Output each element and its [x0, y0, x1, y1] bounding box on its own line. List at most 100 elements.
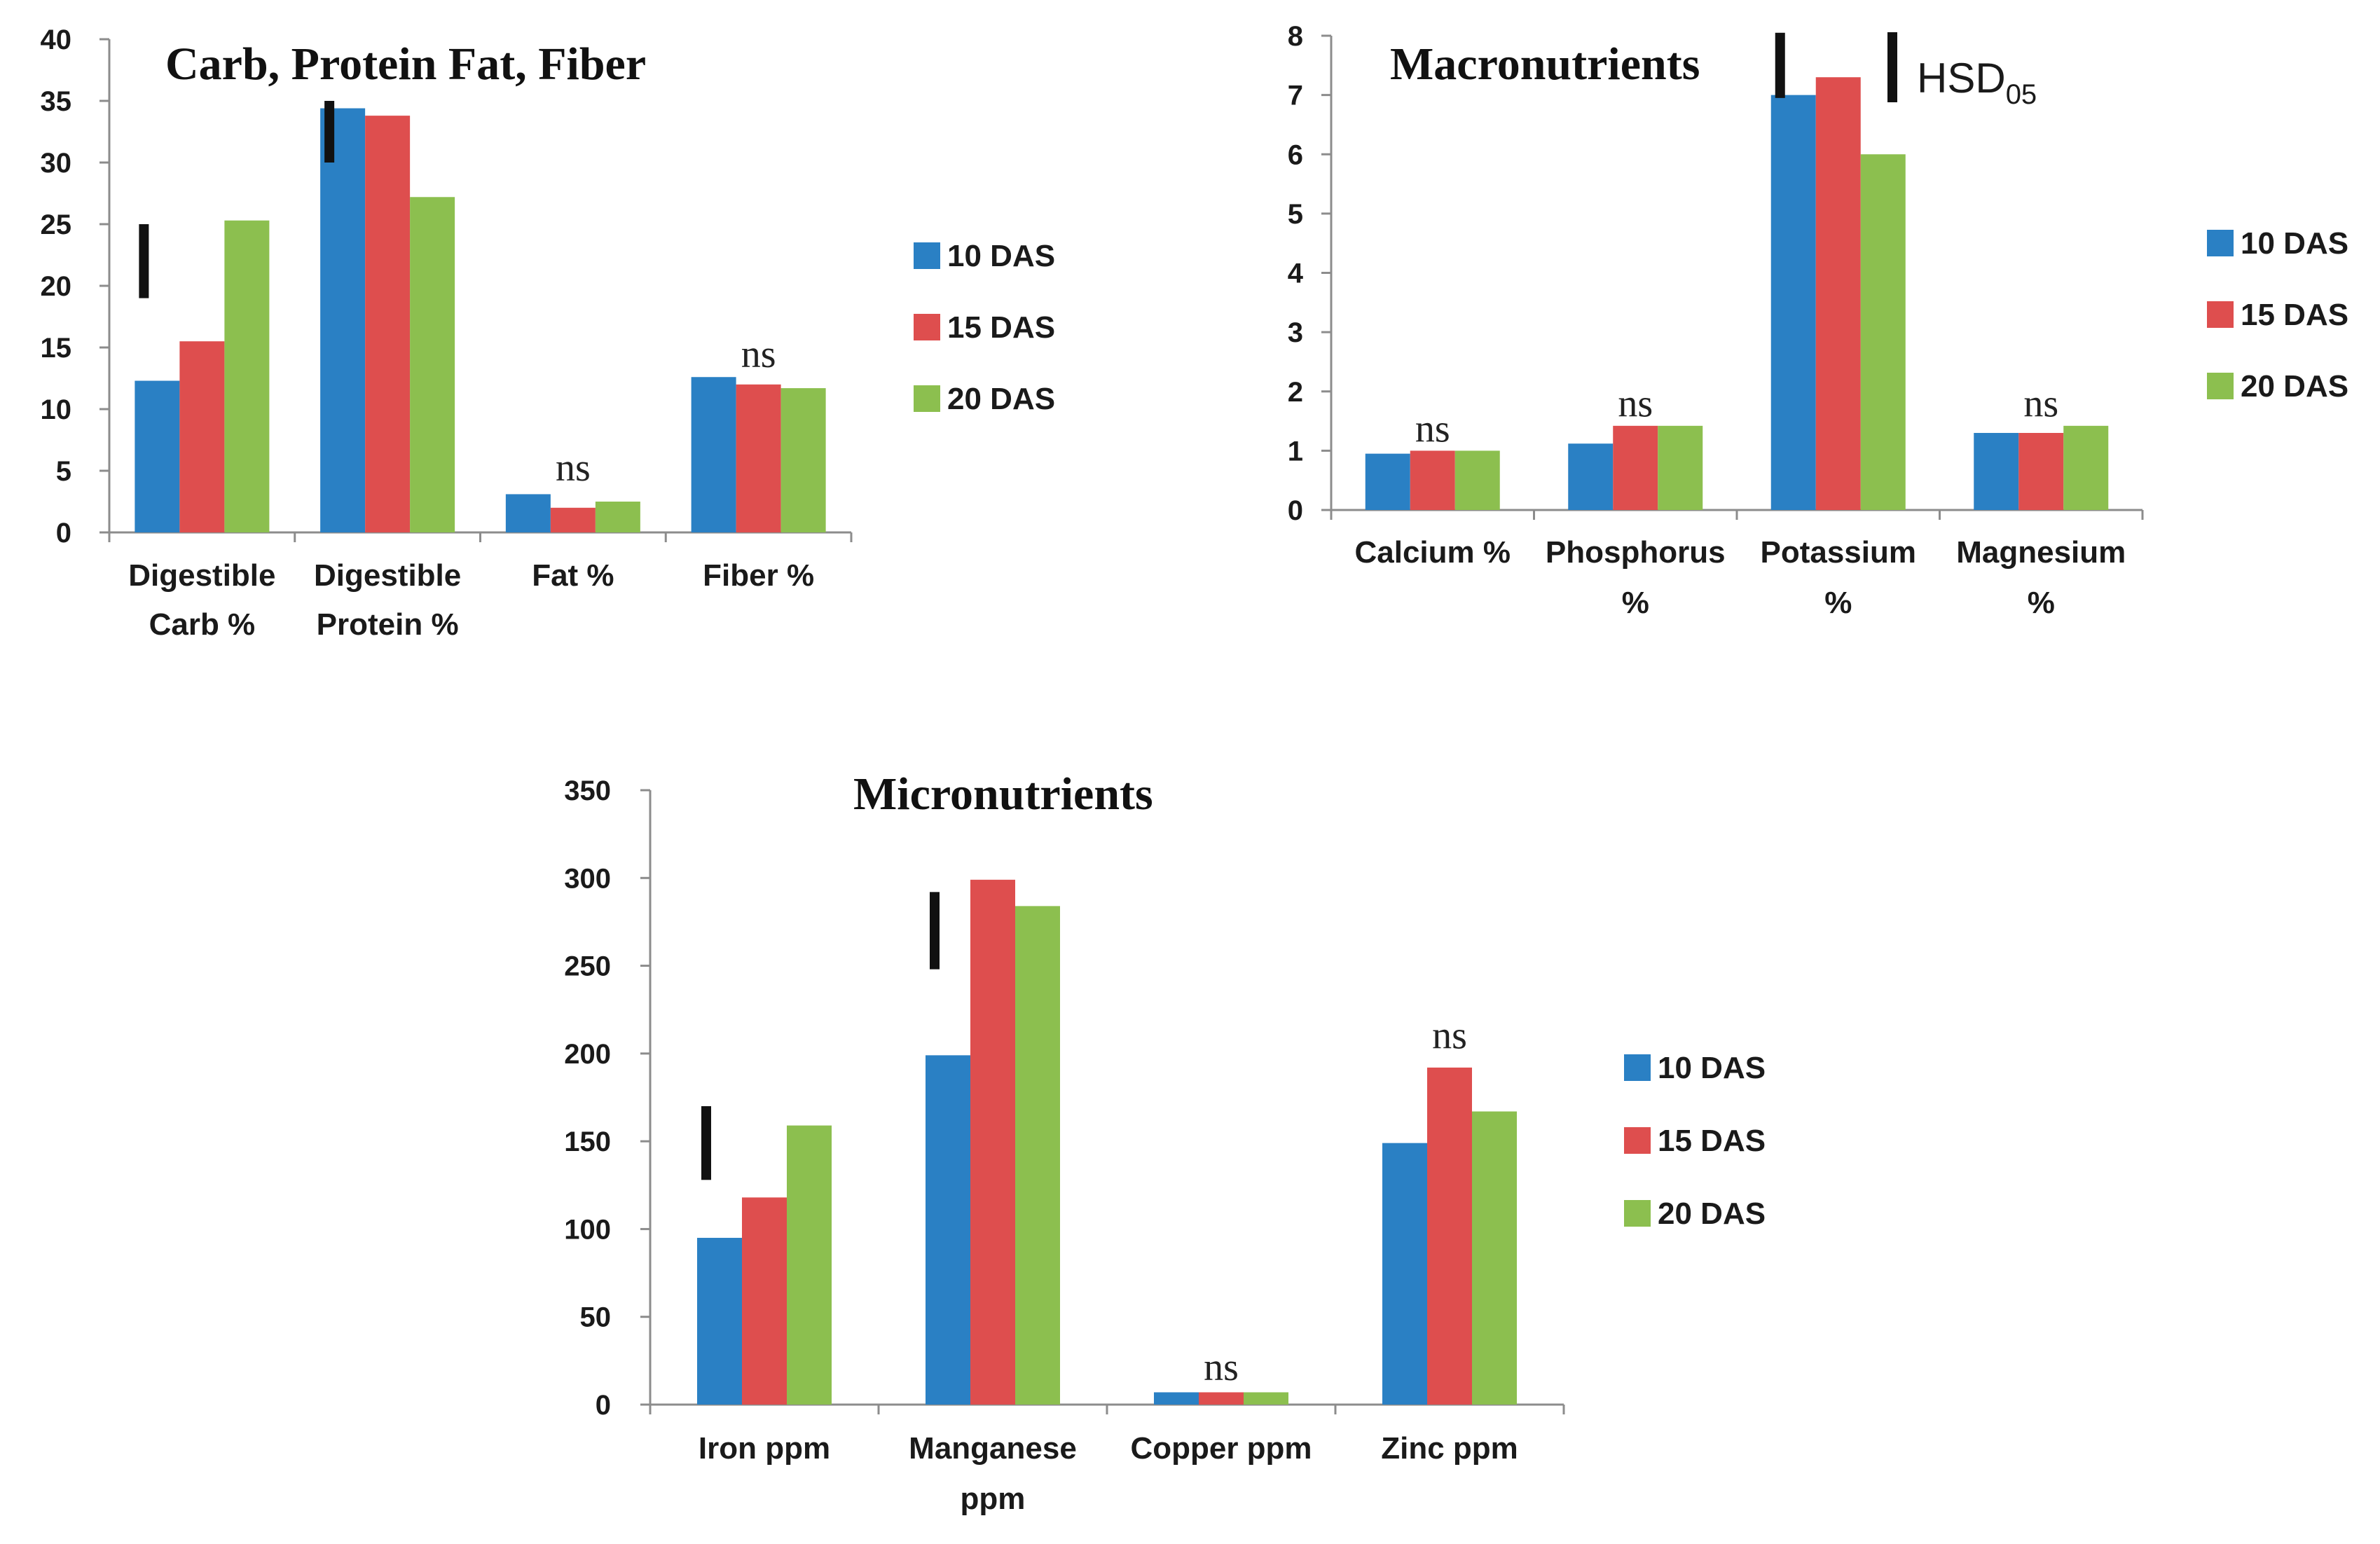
bar-10-das-fat	[505, 494, 551, 532]
y-tick-label-350: 350	[564, 776, 611, 806]
hsd-label: HSD05	[1917, 55, 2037, 110]
chart-macronutrients: Macronutrients 0 1 2 3 4 5 6 7 8 Calcium % Phosphor…	[1288, 21, 2348, 620]
category-label-fiber: Fiber %	[703, 558, 814, 593]
category-label-: %	[1622, 586, 1649, 620]
y-tick-label-1: 1	[1288, 436, 1303, 467]
y-tick-label-5: 5	[1288, 199, 1303, 230]
ns-annotation: ns	[1618, 382, 1653, 425]
y-tick-label-10: 10	[41, 394, 72, 425]
y-tick-label-25: 25	[41, 209, 72, 240]
legend-label-20-das: 20 DAS	[2241, 369, 2348, 404]
bar-10-das-copper-ppm	[1154, 1392, 1199, 1405]
bar-20-das-digestible-carb	[224, 220, 270, 532]
bar-20-das-zinc-ppm	[1472, 1111, 1517, 1405]
bar-10-das-digestible-carb	[135, 380, 180, 532]
bar-15-das-potassium	[1815, 77, 1861, 511]
category-label-iron-ppm: Iron ppm	[699, 1431, 830, 1466]
legend-swatch-15-das	[2207, 301, 2234, 328]
bar-15-das-magnesium	[2018, 432, 2064, 510]
y-tick-label-30: 30	[41, 148, 72, 179]
hsd-bar	[1775, 32, 1785, 98]
y-tick-label-250: 250	[564, 951, 611, 982]
bar-20-das-phosphorus	[1658, 425, 1703, 510]
ns-annotation: ns	[1204, 1346, 1239, 1389]
chart-micronutrients: Micronutrients 0 50 100 150 200 250 300 350 Iron …	[564, 768, 1766, 1516]
y-tick-label-100: 100	[564, 1214, 611, 1245]
chart-title: Micronutrients	[853, 768, 1153, 820]
hsd-key-bar	[1887, 32, 1897, 102]
y-tick-label-35: 35	[41, 86, 72, 117]
legend-label-20-das: 20 DAS	[947, 382, 1055, 416]
legend-label-10-das: 10 DAS	[947, 239, 1055, 273]
y-tick-label-50: 50	[580, 1302, 612, 1333]
bar-20-das-manganese-ppm	[1015, 906, 1060, 1405]
bar-20-das-fiber	[780, 388, 826, 532]
chart-title: Macronutrients	[1390, 39, 1700, 90]
bar-10-das-iron-ppm	[697, 1237, 742, 1405]
legend-label-15-das: 15 DAS	[2241, 298, 2348, 332]
bar-20-das-fat	[595, 502, 640, 532]
bar-15-das-digestible-carb	[179, 341, 225, 532]
category-label-ppm: ppm	[961, 1482, 1026, 1516]
bar-15-das-iron-ppm	[742, 1197, 787, 1405]
y-tick-label-7: 7	[1288, 81, 1303, 111]
bar-10-das-potassium	[1770, 95, 1816, 510]
bar-10-das-zinc-ppm	[1382, 1143, 1427, 1405]
bar-15-das-phosphorus	[1613, 425, 1658, 510]
legend-label-15-das: 15 DAS	[947, 310, 1055, 345]
bar-15-das-calcium	[1410, 450, 1455, 510]
bar-10-das-phosphorus	[1568, 443, 1614, 510]
y-tick-label-40: 40	[41, 25, 72, 55]
hsd-bar	[701, 1106, 711, 1180]
y-tick-label-6: 6	[1288, 139, 1303, 170]
bar-15-das-manganese-ppm	[970, 879, 1015, 1405]
legend-swatch-10-das	[914, 242, 940, 269]
y-tick-label-300: 300	[564, 863, 611, 894]
ns-annotation: ns	[741, 333, 776, 376]
category-label-copper-ppm: Copper ppm	[1130, 1431, 1312, 1466]
y-tick-label-4: 4	[1288, 259, 1304, 289]
bar-20-das-iron-ppm	[787, 1125, 832, 1405]
legend-swatch-20-das	[1624, 1200, 1651, 1227]
y-tick-label-150: 150	[564, 1126, 611, 1157]
hsd-key: HSD05	[1887, 32, 2037, 110]
category-label-digestible: Digestible	[128, 558, 275, 593]
bar-20-das-calcium	[1454, 450, 1500, 510]
category-label-protein: Protein %	[317, 607, 459, 642]
chart-title: Carb, Protein Fat, Fiber	[165, 39, 646, 90]
legend-label-20-das: 20 DAS	[1658, 1197, 1766, 1231]
chart-carb-protein-fat-fiber: Carb, Protein Fat, Fiber 0 5 10 15 20 25 30 35 40…	[41, 25, 1056, 642]
legend-swatch-15-das	[914, 314, 940, 340]
hsd-label-subscript: 05	[2006, 79, 2037, 110]
bar-10-das-magnesium	[1974, 432, 2019, 510]
y-tick-label-20: 20	[41, 271, 72, 302]
bar-10-das-fiber	[691, 377, 736, 532]
legend-swatch-20-das	[2207, 373, 2234, 399]
legend-label-10-das: 10 DAS	[2241, 226, 2348, 261]
ns-annotation: ns	[2023, 382, 2058, 425]
ns-annotation: ns	[1432, 1014, 1467, 1057]
bar-20-das-digestible-protein	[410, 197, 455, 532]
hsd-label-main: HSD	[1917, 55, 2006, 102]
bar-10-das-manganese-ppm	[926, 1055, 970, 1405]
category-label-potassium: Potassium	[1760, 535, 1916, 570]
y-tick-label-15: 15	[41, 333, 72, 364]
category-label-: %	[2028, 586, 2055, 620]
y-tick-label-2: 2	[1288, 377, 1303, 408]
y-tick-label-0: 0	[1288, 495, 1303, 526]
bar-15-das-zinc-ppm	[1427, 1067, 1472, 1405]
bar-15-das-fat	[550, 507, 596, 532]
bar-20-das-potassium	[1860, 154, 1906, 510]
hsd-bar	[139, 224, 149, 298]
legend-label-10-das: 10 DAS	[1658, 1051, 1766, 1085]
y-tick-label-3: 3	[1288, 317, 1303, 348]
category-label-phosphorus: Phosphorus	[1546, 535, 1726, 570]
ns-annotation: ns	[1415, 408, 1450, 451]
category-label-digestible: Digestible	[314, 558, 461, 593]
y-tick-label-200: 200	[564, 1039, 611, 1070]
bar-15-das-copper-ppm	[1199, 1392, 1244, 1405]
category-label-zinc-ppm: Zinc ppm	[1381, 1431, 1518, 1466]
category-label-manganese: Manganese	[909, 1431, 1077, 1466]
y-tick-label-5: 5	[56, 456, 71, 487]
legend-swatch-15-das	[1624, 1127, 1651, 1154]
